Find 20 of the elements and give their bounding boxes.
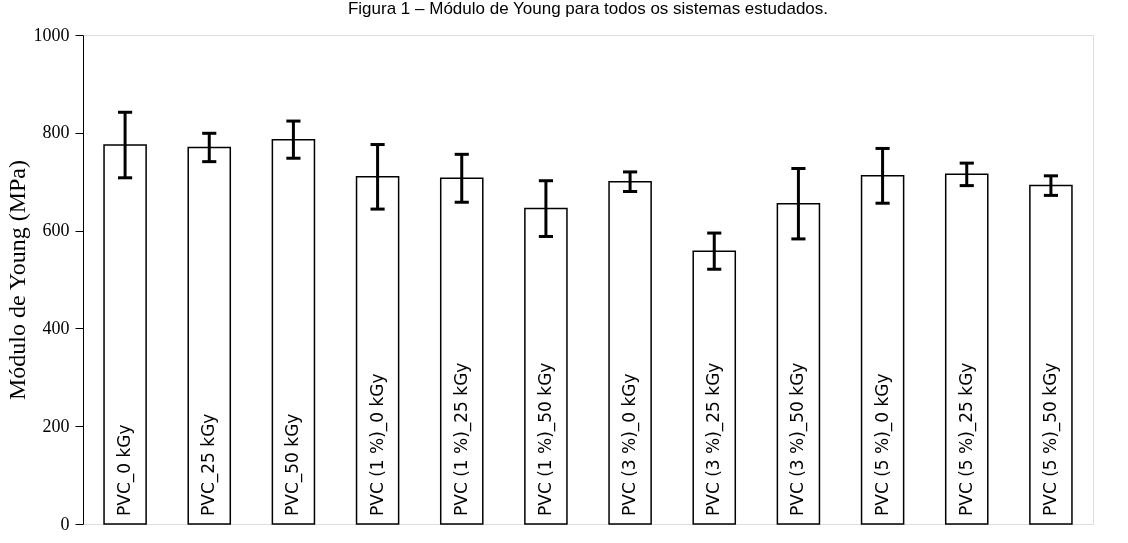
y-tick-label: 800 xyxy=(42,122,70,143)
chart-title: Figura 1 – Módulo de Young para todos os sistemas estudados. xyxy=(347,0,829,18)
x-tick-label: PVC_25 kGy xyxy=(198,413,220,516)
y-tick-label: 200 xyxy=(42,415,70,436)
x-tick-label: PVC_50 kGy xyxy=(282,413,304,516)
x-tick-label: PVC (1 %)_0 kGy xyxy=(366,373,388,516)
y-tick-label: 1000 xyxy=(33,24,70,45)
x-tick-label: PVC (1 %)_50 kGy xyxy=(534,362,556,516)
y-tick-label: 400 xyxy=(42,317,70,338)
x-tick-label: PVC (1 %)_25 kGy xyxy=(450,362,472,516)
x-tick-label: PVC (5 %)_0 kGy xyxy=(871,373,893,516)
y-tick-label: 0 xyxy=(60,513,70,534)
x-tick-label: PVC (3 %)_25 kGy xyxy=(703,362,725,516)
y-tick-label: 600 xyxy=(42,220,70,241)
x-tick-label: PVC_0 kGy xyxy=(114,424,136,516)
x-tick-label: PVC (5 %)_50 kGy xyxy=(1039,362,1061,516)
x-tick-label: PVC (3 %)_0 kGy xyxy=(619,373,641,516)
x-tick-label: PVC (5 %)_25 kGy xyxy=(955,362,977,516)
y-axis-title: Módulo de Young (MPa) xyxy=(3,159,30,401)
x-tick-label: PVC (3 %)_50 kGy xyxy=(787,362,809,516)
